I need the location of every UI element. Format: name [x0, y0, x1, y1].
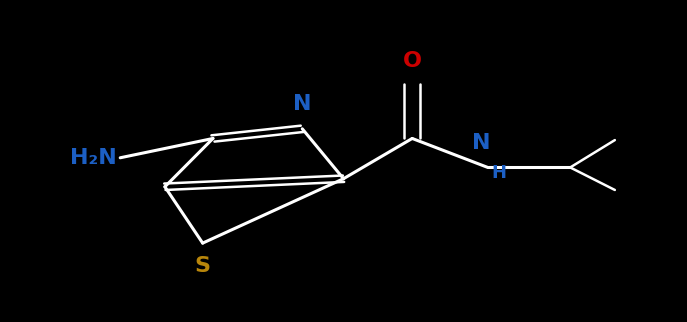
Text: H: H	[491, 164, 506, 182]
Text: O: O	[403, 51, 422, 71]
Text: N: N	[472, 133, 490, 153]
Text: S: S	[194, 256, 211, 276]
Text: N: N	[293, 94, 311, 114]
Text: H₂N: H₂N	[70, 148, 117, 168]
